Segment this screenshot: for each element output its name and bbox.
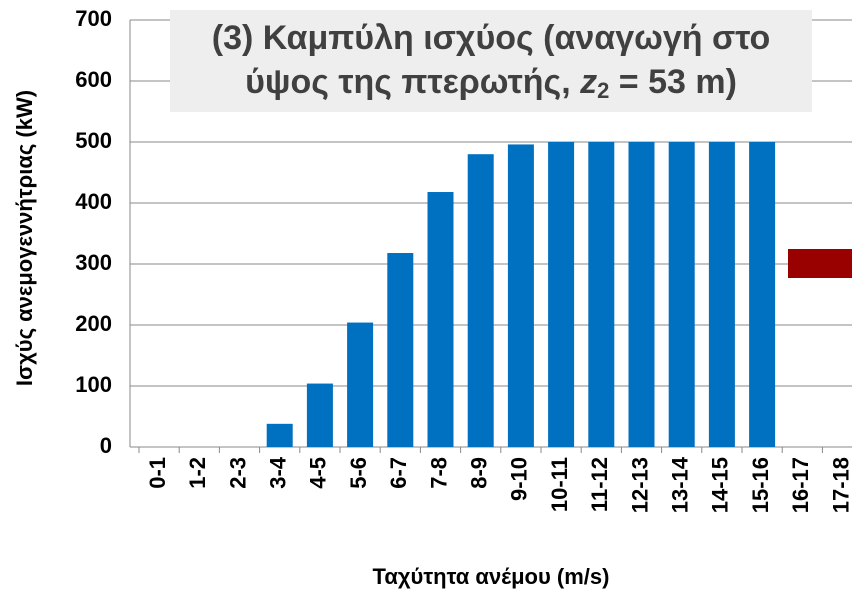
x-tick-label: 16-17 [788, 457, 813, 513]
x-tick-label: 9-10 [507, 457, 532, 501]
y-tick-label: 300 [75, 250, 112, 275]
x-tick-label: 10-11 [547, 457, 572, 512]
bar [347, 322, 374, 447]
title-part: ύψος της πτερωτής, [245, 63, 580, 101]
title-part: 2 [597, 78, 609, 103]
legend-swatch [788, 249, 852, 278]
title-box [170, 10, 812, 112]
x-tick-label: 17-18 [828, 457, 852, 513]
bar [266, 423, 293, 447]
bar [387, 253, 414, 447]
x-tick-label: 8-9 [467, 457, 492, 489]
x-tick-label: 14-15 [708, 457, 733, 513]
x-tick-label: 11-12 [587, 457, 612, 512]
chart-title: (3) Καμπύλη ισχύος (αναγωγή στο [212, 19, 770, 57]
bar [668, 142, 695, 447]
y-tick-label: 700 [75, 6, 112, 31]
y-tick-label: 500 [75, 128, 112, 153]
x-tick-label: 1-2 [185, 457, 210, 489]
x-tick-label: 0-1 [145, 457, 170, 489]
x-tick-label: 4-5 [306, 457, 331, 489]
x-axis-title: Ταχύτητα ανέμου (m/s) [373, 564, 610, 589]
bar [548, 142, 575, 447]
x-tick-label: 5-6 [346, 457, 371, 489]
bar [306, 383, 333, 447]
x-tick-label: 2-3 [225, 457, 250, 489]
title-part: z [579, 63, 597, 101]
x-tick-label: 15-16 [748, 457, 773, 513]
plot-area: 0 100 200 300 400 500 600 700 0-1 1-2 2-3 3-4 4-5 5-6… [75, 6, 852, 513]
y-tick-label: 200 [75, 311, 112, 336]
y-tick-label: 0 [100, 433, 112, 458]
bar [708, 142, 735, 447]
bar [628, 142, 655, 447]
x-tick-label: 12-13 [627, 457, 652, 513]
y-tick-label: 400 [75, 189, 112, 214]
bar [467, 154, 494, 447]
y-axis-title: Ισχύς ανεμογεννήτριας (kW) [12, 90, 37, 386]
y-tick-label: 600 [75, 67, 112, 92]
y-tick-label: 100 [75, 372, 112, 397]
x-tick-label: 3-4 [266, 456, 291, 489]
x-tick-label: 7-8 [426, 457, 451, 489]
x-tick-label: 13-14 [668, 456, 693, 513]
bar [507, 144, 534, 447]
chart-title: ύψος της πτερωτής, z2 = 53 m) [245, 63, 737, 103]
title-part: = 53 m) [609, 63, 737, 101]
bar [749, 142, 776, 447]
bar [427, 192, 454, 447]
bar [588, 142, 615, 447]
x-tick-label: 6-7 [386, 457, 411, 489]
